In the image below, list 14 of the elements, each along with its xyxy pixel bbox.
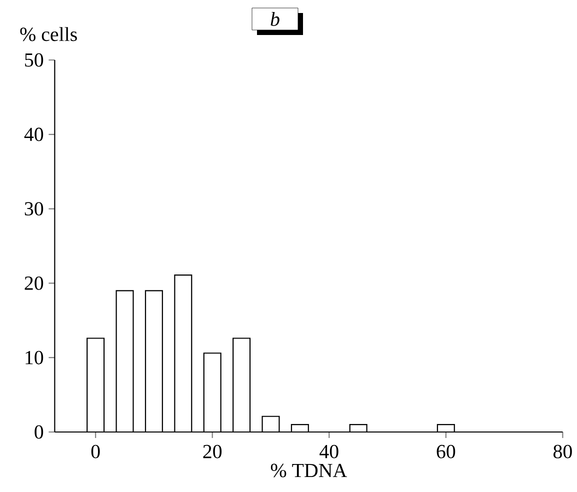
y-axis-title: % cells [20, 27, 77, 42]
y-tick-label: 20 [24, 276, 44, 290]
y-tick-label: 0 [34, 425, 44, 439]
chart-title: b [270, 12, 280, 26]
x-axis-title: % TDNA [270, 464, 347, 478]
y-tick-label: 40 [24, 128, 44, 142]
y-tick-label: 10 [26, 350, 44, 364]
x-tick-label: 0 [91, 444, 100, 458]
y-tick-label: 30 [24, 202, 44, 216]
x-tick-label: 60 [436, 444, 456, 458]
y-tick-label: 50 [25, 53, 44, 67]
x-tick-label: 80 [554, 444, 572, 458]
x-tick-label: 40 [320, 444, 338, 458]
x-tick-label: 20 [203, 444, 222, 458]
